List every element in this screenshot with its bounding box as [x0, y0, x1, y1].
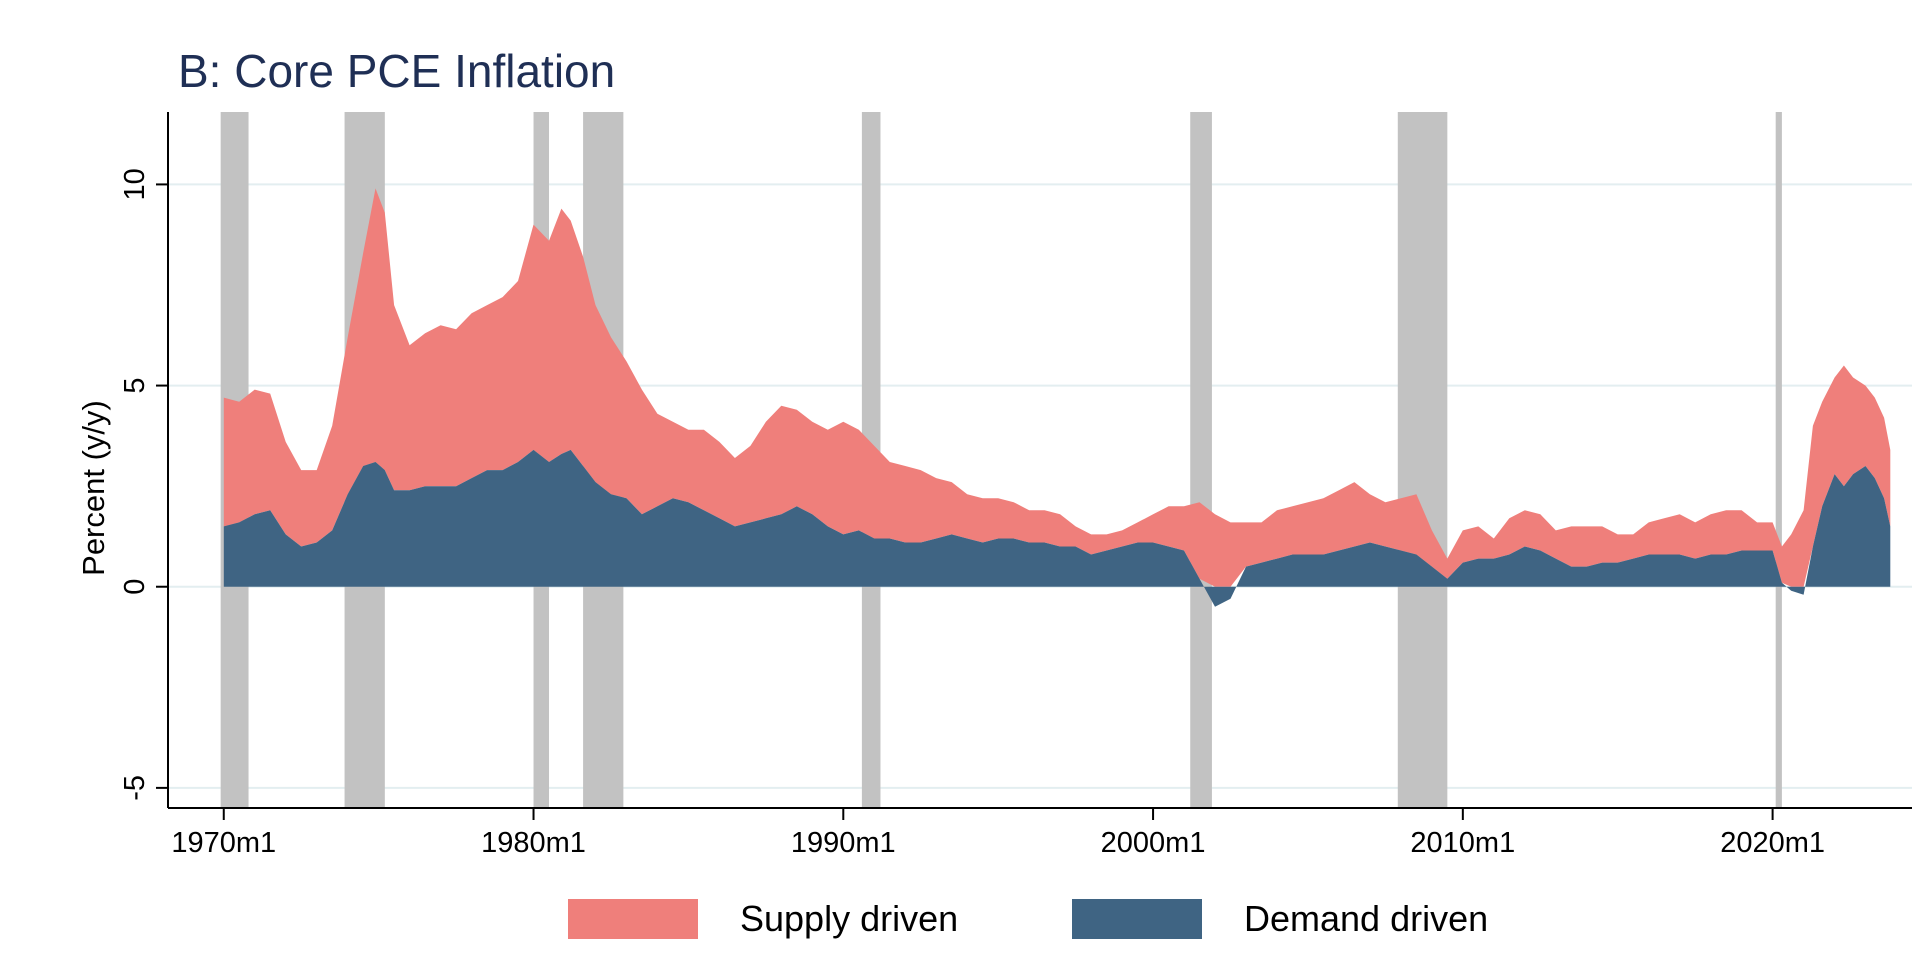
x-tick-label-2010m1: 2010m1	[1410, 827, 1515, 859]
x-tick-label-1970m1: 1970m1	[171, 827, 276, 859]
recession-band-7	[1775, 112, 1782, 808]
x-tick-label-1980m1: 1980m1	[481, 827, 586, 859]
chart-title: B: Core PCE Inflation	[178, 45, 616, 97]
recession-band-5	[1190, 112, 1212, 808]
demand-driven-area	[223, 449, 1891, 607]
legend-label-demand: Demand driven	[1244, 898, 1489, 939]
legend-label-supply: Supply driven	[740, 898, 959, 939]
supply-driven-area	[223, 188, 1891, 587]
legend-item-supply: Supply driven	[568, 898, 958, 940]
area-series	[223, 188, 1891, 607]
x-tick-label-1990m1: 1990m1	[791, 827, 896, 859]
y-tick-label-5: 5	[119, 378, 151, 394]
y-tick-label-0: 0	[119, 579, 151, 595]
legend-swatch-supply	[568, 899, 698, 939]
axes: -5 0 5 10 1970m1 1980m1 1990m1 2000m1 2010m1 2020…	[119, 112, 1912, 859]
legend-swatch-demand	[1072, 899, 1202, 939]
x-tick-label-2020m1: 2020m1	[1720, 827, 1825, 859]
legend: Supply driven Demand driven	[0, 898, 1932, 958]
x-tick-label-2000m1: 2000m1	[1101, 827, 1206, 859]
y-axis-title: Percent (y/y)	[76, 400, 111, 576]
y-tick-label-10: 10	[119, 168, 151, 200]
y-tick-label--5: -5	[119, 775, 151, 801]
legend-item-demand: Demand driven	[1072, 898, 1488, 940]
recession-band-6	[1397, 112, 1448, 808]
